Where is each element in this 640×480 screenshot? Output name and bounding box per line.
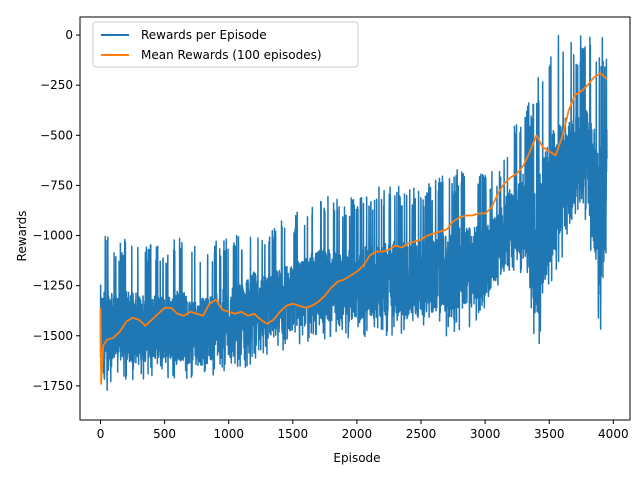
y-tick-label: −1000: [32, 229, 73, 243]
y-tick-label: −1250: [32, 279, 73, 293]
legend-box: [92, 21, 359, 68]
x-tick-label: 2000: [342, 427, 373, 441]
series-layer: [99, 34, 608, 391]
series-mean-rewards: [99, 72, 608, 385]
y-tick-label: −250: [40, 78, 73, 92]
y-tick-label: 0: [65, 28, 73, 42]
y-tick-label: −750: [40, 178, 73, 192]
y-tick-label: −500: [40, 128, 73, 142]
x-tick-label: 3000: [470, 427, 501, 441]
legend: Rewards per Episode Mean Rewards (100 ep…: [92, 21, 359, 68]
x-tick-label: 3500: [534, 427, 565, 441]
x-tick-label: 1500: [278, 427, 309, 441]
plot-frame: [79, 16, 631, 421]
x-tick-label: 500: [153, 427, 176, 441]
x-axis: 0 500 1000 1500 2000 2500 3000 3500 4000: [97, 420, 629, 441]
y-axis-title: Rewards: [15, 211, 29, 262]
x-tick-label: 4000: [598, 427, 629, 441]
y-tick-label: −1750: [32, 379, 73, 393]
legend-label-rewards: Rewards per Episode: [141, 28, 267, 42]
x-tick-label: 1000: [213, 427, 244, 441]
x-axis-title: Episode: [333, 451, 380, 465]
series-rewards-per-episode: [99, 34, 608, 391]
x-tick-label: 2500: [406, 427, 437, 441]
y-axis: 0 −250 −500 −750 −1000 −1250 −1500 −1750: [32, 28, 80, 393]
x-tick-label: 0: [97, 427, 105, 441]
y-tick-label: −1500: [32, 329, 73, 343]
legend-label-mean: Mean Rewards (100 episodes): [141, 48, 322, 62]
